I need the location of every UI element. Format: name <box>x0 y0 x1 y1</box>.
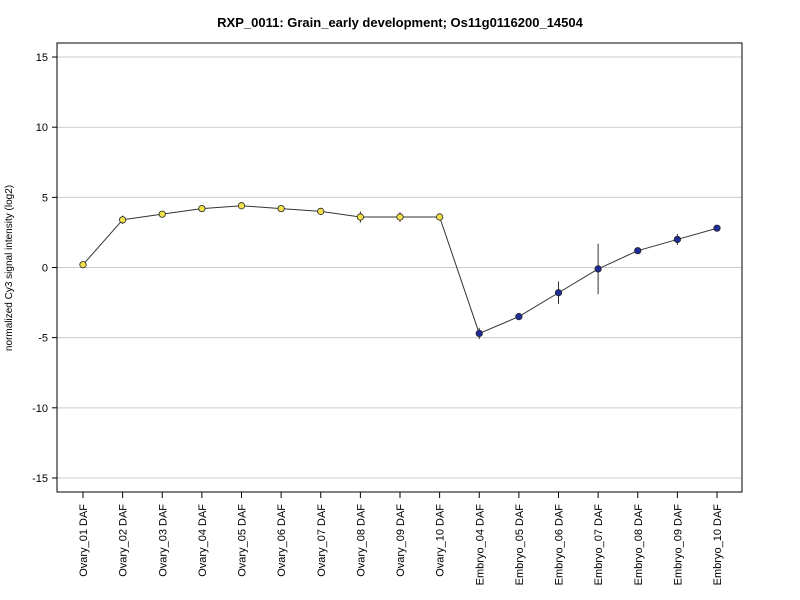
x-tick-label: Ovary_03 DAF <box>157 504 169 577</box>
x-tick-label: Embryo_05 DAF <box>514 504 526 586</box>
data-point <box>119 216 127 224</box>
x-tick-label: Ovary_02 DAF <box>118 504 130 577</box>
data-point <box>79 261 87 269</box>
y-tick-label: 15 <box>36 52 48 64</box>
x-tick-label: Ovary_10 DAF <box>435 504 447 577</box>
x-tick-label: Embryo_09 DAF <box>672 504 684 586</box>
data-point <box>554 289 563 297</box>
x-tick-label: Embryo_10 DAF <box>712 504 724 586</box>
data-point <box>515 313 523 321</box>
x-tick-label: Embryo_07 DAF <box>593 504 605 586</box>
x-tick-label: Ovary_08 DAF <box>355 504 367 577</box>
x-tick-label: Ovary_07 DAF <box>316 504 328 577</box>
series-line-group <box>79 202 721 340</box>
x-tick-label: Embryo_06 DAF <box>554 504 566 586</box>
y-tick-label: 10 <box>36 122 48 134</box>
y-tick-label: 5 <box>42 192 48 204</box>
y-axis-label: normalized Cy3 signal intensity (log2) <box>4 185 15 351</box>
x-tick-label: Ovary_04 DAF <box>197 504 209 577</box>
data-point <box>594 265 602 273</box>
x-tick-label: Ovary_06 DAF <box>276 504 288 577</box>
data-point <box>673 235 681 244</box>
data-point <box>634 247 642 255</box>
x-axis: Ovary_01 DAF Ovary_02 DAF Ovary_03 DAF Ovar… <box>78 492 724 585</box>
x-tick-label: Embryo_08 DAF <box>633 504 645 586</box>
data-point <box>436 213 444 221</box>
data-point <box>237 202 246 210</box>
y-tick-label: -5 <box>38 333 48 345</box>
y-axis: 15 10 5 0 -5 -10 -15 <box>32 52 57 485</box>
data-point <box>317 207 325 215</box>
x-tick-label: Ovary_01 DAF <box>78 504 90 577</box>
data-point <box>198 204 206 213</box>
data-point <box>356 213 364 221</box>
data-point <box>158 210 166 218</box>
y-tick-label: -10 <box>32 403 48 415</box>
x-tick-label: Embryo_04 DAF <box>474 504 486 586</box>
chart-title: RXP_0011: Grain_early development; Os11g… <box>217 15 583 30</box>
gridlines <box>57 56 742 479</box>
x-tick-label: Ovary_05 DAF <box>237 504 249 577</box>
data-point <box>396 213 404 221</box>
series-line <box>82 205 718 335</box>
data-point <box>713 224 721 232</box>
x-tick-label: Ovary_09 DAF <box>395 504 407 577</box>
data-point <box>475 329 483 338</box>
y-tick-label: 0 <box>42 263 48 275</box>
data-point <box>277 204 285 213</box>
y-tick-label: -15 <box>32 473 48 485</box>
